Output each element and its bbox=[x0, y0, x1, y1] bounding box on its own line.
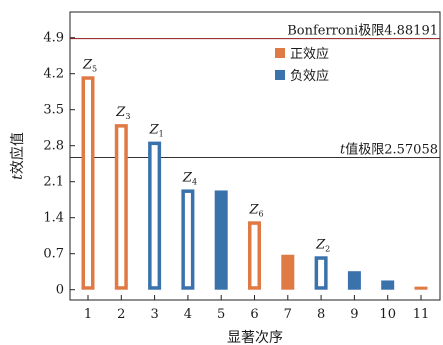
y-tick-label: 4.2 bbox=[43, 67, 64, 82]
bar-6-hollow bbox=[251, 224, 258, 287]
bar-labels: Z5 Z3 Z1 Z4 Z6 Z2 bbox=[82, 57, 330, 253]
bar-5 bbox=[214, 190, 228, 290]
x-tick-label: 10 bbox=[379, 307, 396, 322]
bar-label-2: Z3 bbox=[115, 105, 130, 121]
x-tick-label: 3 bbox=[150, 307, 158, 322]
y-tick-label: 3.5 bbox=[43, 103, 64, 118]
y-axis-title: t效应值 bbox=[9, 132, 26, 180]
t-value-limit-label: t值极限2.57058 bbox=[340, 142, 438, 158]
y-tick-label: 0.7 bbox=[43, 247, 64, 262]
bar-1-hollow bbox=[85, 79, 91, 287]
legend-swatch-negative bbox=[275, 70, 285, 80]
legend-label-positive: 正效应 bbox=[290, 46, 329, 62]
x-tick-label: 8 bbox=[317, 307, 325, 322]
x-tick-label: 4 bbox=[184, 307, 192, 322]
bar-4-hollow bbox=[184, 192, 191, 287]
x-tick-label: 1 bbox=[84, 307, 92, 322]
x-axis-title: 显著次序 bbox=[227, 330, 283, 345]
x-tick-label: 11 bbox=[413, 307, 430, 322]
y-tick-label: 2.1 bbox=[43, 175, 64, 190]
x-axis: 1 2 3 4 5 6 7 8 9 10 11 bbox=[84, 295, 429, 322]
bar-label-3: Z1 bbox=[149, 123, 164, 139]
bar-11 bbox=[414, 286, 428, 290]
bar-label-4: Z4 bbox=[182, 170, 197, 186]
legend-swatch-positive bbox=[275, 48, 285, 58]
bar-3-hollow bbox=[151, 145, 158, 287]
y-tick-label: 0 bbox=[56, 283, 64, 298]
bar-label-8: Z2 bbox=[315, 237, 330, 253]
legend: 正效应 负效应 bbox=[275, 46, 329, 84]
y-tick-label: 4.9 bbox=[43, 31, 64, 46]
y-tick-label: 1.4 bbox=[43, 211, 64, 226]
bar-label-6: Z6 bbox=[249, 202, 264, 218]
x-tick-label: 2 bbox=[117, 307, 125, 322]
x-tick-label: 9 bbox=[350, 307, 358, 322]
legend-label-negative: 负效应 bbox=[290, 68, 329, 84]
x-tick-label: 5 bbox=[217, 307, 225, 322]
x-tick-label: 7 bbox=[284, 307, 292, 322]
bar-8-hollow bbox=[318, 259, 325, 287]
y-axis: 0 0.7 1.4 2.1 2.8 3.5 4.2 4.9 bbox=[43, 31, 75, 298]
bar-label-1: Z5 bbox=[82, 57, 97, 73]
bar-9 bbox=[347, 271, 361, 290]
bar-series bbox=[81, 76, 428, 290]
bonferroni-limit-label: Bonferroni极限4.88191 bbox=[287, 24, 438, 39]
bar-2-hollow bbox=[118, 127, 125, 287]
bar-10 bbox=[381, 280, 395, 290]
bar-7 bbox=[281, 254, 295, 290]
x-tick-label: 6 bbox=[250, 307, 258, 322]
y-tick-label: 2.8 bbox=[43, 139, 64, 154]
